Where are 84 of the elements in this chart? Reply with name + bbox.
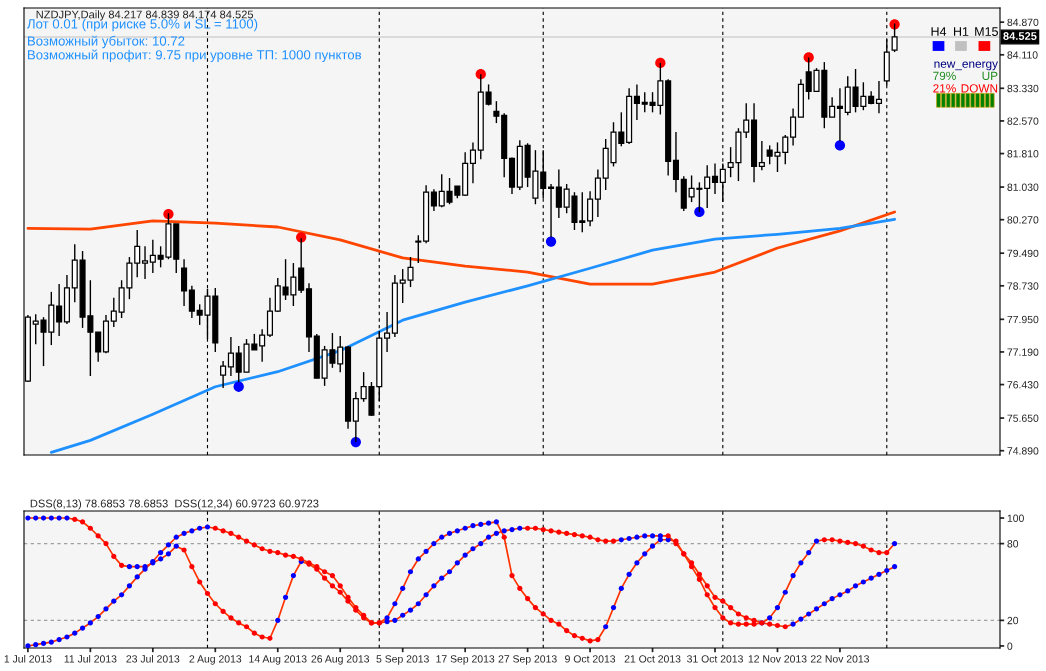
candlestick xyxy=(469,141,477,184)
x-tick-label: 5 Sep 2013 xyxy=(376,655,429,665)
x-tick-label: 1 Jul 2013 xyxy=(4,654,52,663)
y-tick-label: 81.810 xyxy=(1007,150,1039,158)
annotation: 79% xyxy=(933,71,956,81)
y-tick-label: 0 xyxy=(1007,642,1013,650)
candlestick xyxy=(829,96,836,118)
point xyxy=(803,52,814,63)
candlestick xyxy=(430,188,437,212)
y-tick-label: 84.110 xyxy=(1007,51,1038,59)
candlestick xyxy=(181,258,188,307)
annotation: M15 xyxy=(975,27,998,36)
candlestick xyxy=(141,245,149,280)
candlestick xyxy=(891,22,898,53)
candlestick xyxy=(555,168,562,219)
candlestick xyxy=(633,83,640,121)
candlestick xyxy=(594,168,601,218)
candlestick xyxy=(672,131,680,193)
annotation: UP xyxy=(982,71,998,81)
chart-title: DSS(8,13) 78.6853 78.6853 DSS(12,34) 60.9723 60.9723 xyxy=(30,499,319,510)
candlestick xyxy=(790,107,797,147)
y-tick-label: 74.890 xyxy=(1007,447,1039,455)
annotation: H4 xyxy=(931,27,947,36)
point xyxy=(694,206,705,218)
x-tick-label: 17 Sep 2013 xyxy=(436,655,495,665)
point xyxy=(163,208,174,220)
candlestick xyxy=(95,331,102,363)
y-tick-label: 77.950 xyxy=(1007,315,1039,324)
x-tick-label: 26 Aug 2013 xyxy=(311,655,370,665)
candlestick xyxy=(56,283,63,337)
candlestick xyxy=(149,239,156,274)
candlestick xyxy=(875,80,883,114)
x-tick-label: 9 Oct 2013 xyxy=(565,655,616,663)
candlestick xyxy=(220,360,227,389)
candlestick xyxy=(259,328,266,363)
candlestick xyxy=(227,336,234,377)
annotation: Возможный профит: 9.75 при уровне ТП: 1000 пунктов xyxy=(28,49,362,63)
x-tick-label: 22 Nov 2013 xyxy=(810,655,870,663)
x-tick-label: 2 Aug 2013 xyxy=(189,655,242,665)
x-tick-label: 31 Oct 2013 xyxy=(687,655,743,663)
y-tick-label: 20 xyxy=(1007,616,1019,625)
candlestick xyxy=(134,229,141,278)
y-tick-label: 75.650 xyxy=(1007,414,1039,422)
point xyxy=(233,381,244,392)
candlestick xyxy=(587,190,594,227)
candlestick xyxy=(711,162,719,195)
y-tick-label: 81.030 xyxy=(1007,183,1039,191)
y-tick-label: 80 xyxy=(1007,540,1019,548)
y-tick-label: 84.870 xyxy=(1007,18,1039,27)
y-tick-label: 79.490 xyxy=(1007,249,1039,258)
y-tick-label: 100 xyxy=(1007,514,1024,522)
x-tick-label: 21 Oct 2013 xyxy=(624,655,681,663)
annotation: DOWN xyxy=(961,84,998,93)
ref-line-label: 84.525 xyxy=(1003,32,1037,40)
y-tick-label: 82.570 xyxy=(1007,117,1039,125)
y-tick-label: 83.330 xyxy=(1007,84,1039,93)
x-tick-label: 14 Aug 2013 xyxy=(249,655,307,665)
x-tick-label: 12 Nov 2013 xyxy=(748,655,807,663)
line-series xyxy=(26,210,896,286)
y-tick-label: 80.270 xyxy=(1007,216,1039,224)
candlestick xyxy=(493,100,500,124)
point xyxy=(475,68,486,80)
annotation: Возможный убыток: 10.72 xyxy=(28,35,185,49)
line-series xyxy=(49,217,896,454)
annotation: 21% xyxy=(933,84,956,93)
point xyxy=(655,57,666,69)
y-tick-label: 77.190 xyxy=(1007,348,1039,356)
x-tick-label: 23 Jul 2013 xyxy=(126,654,180,663)
candlestick xyxy=(415,234,422,264)
point xyxy=(889,19,900,30)
annotation: H1 xyxy=(954,27,969,36)
x-tick-label: 27 Sep 2013 xyxy=(498,655,557,665)
point xyxy=(545,236,557,247)
x-tick-label: 11 Jul 2013 xyxy=(64,654,117,663)
y-tick-label: 76.430 xyxy=(1007,381,1039,389)
candlestick xyxy=(110,297,117,328)
candlestick xyxy=(384,311,391,353)
y-tick-label: 78.730 xyxy=(1007,282,1039,290)
point xyxy=(834,140,846,151)
candlestick xyxy=(704,164,711,209)
annotation: new_energy xyxy=(934,61,998,71)
candlestick xyxy=(758,140,765,172)
candlestick xyxy=(188,285,195,319)
candlestick xyxy=(337,335,344,373)
